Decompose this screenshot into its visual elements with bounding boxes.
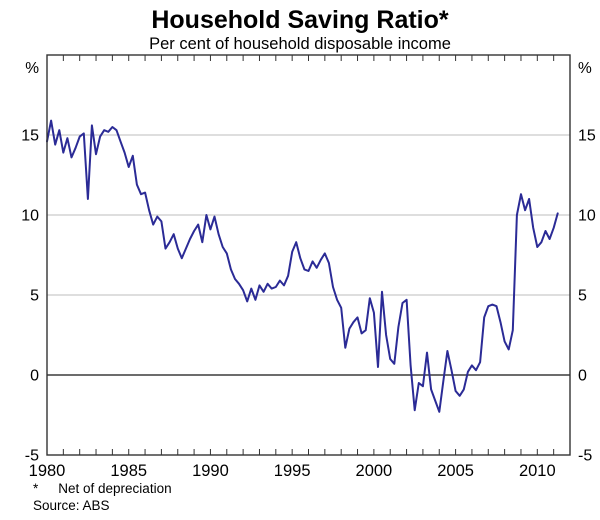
x-axis-label: 2010 (519, 462, 556, 480)
saving-ratio-line (46, 119, 559, 413)
plot-frame (46, 54, 571, 456)
footnote-text: Net of depreciation (58, 481, 172, 496)
x-axis-label: 1990 (192, 462, 229, 480)
y-axis-unit-right: % (578, 60, 592, 77)
y-axis-label-left: 0 (30, 368, 39, 385)
footnote: * Net of depreciation (33, 481, 172, 496)
x-axis-label: 2000 (356, 462, 393, 480)
footnote-marker: * (33, 481, 39, 496)
y-axis-label-left: 5 (30, 288, 39, 305)
x-axis-label: 1985 (110, 462, 147, 480)
chart-subtitle: Per cent of household disposable income (149, 35, 451, 53)
y-axis-unit-left: % (25, 60, 39, 77)
chart-title: Household Saving Ratio* (151, 6, 449, 34)
y-axis-label-left: 15 (21, 128, 39, 145)
y-axis-label-right: 5 (578, 288, 587, 305)
source-note: Source: ABS (33, 498, 110, 513)
y-axis-label-left: -5 (25, 448, 39, 465)
y-axis-label-left: 10 (21, 208, 39, 225)
y-axis-label-right: 0 (578, 368, 587, 385)
y-axis-label-right: 15 (578, 128, 596, 145)
x-axis-label: 1980 (29, 462, 66, 480)
y-axis-label-right: -5 (578, 448, 592, 465)
x-axis-label: 1995 (274, 462, 311, 480)
y-axis-label-right: 10 (578, 208, 596, 225)
x-axis-label: 2005 (437, 462, 474, 480)
